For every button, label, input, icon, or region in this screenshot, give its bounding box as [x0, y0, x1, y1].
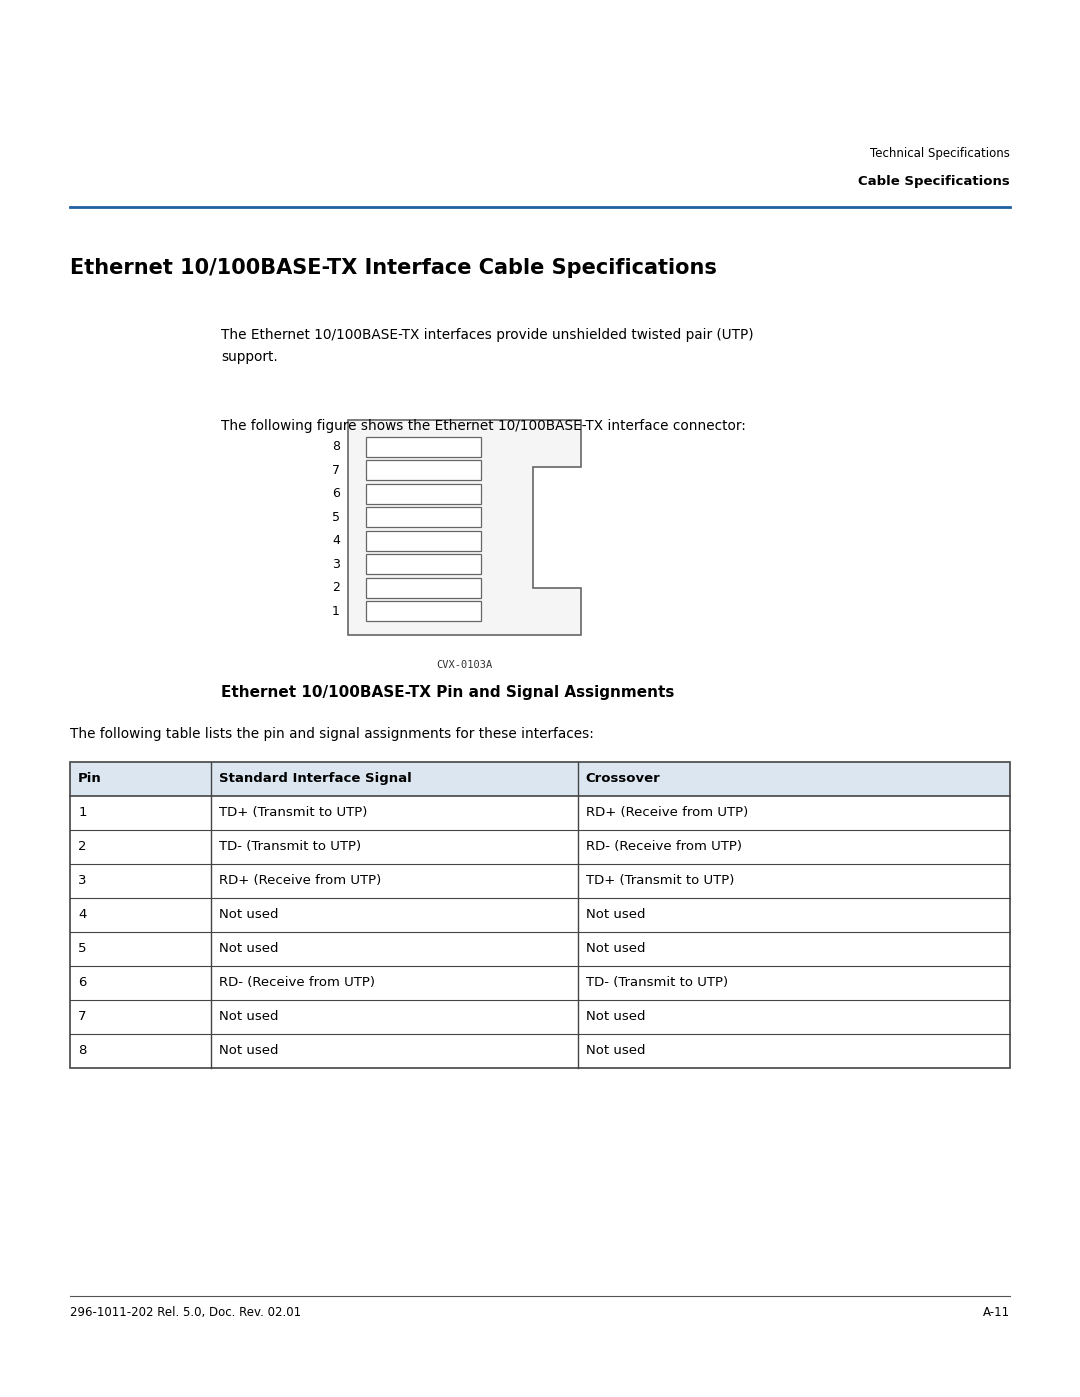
Text: RD+ (Receive from UTP): RD+ (Receive from UTP) — [218, 875, 381, 887]
Text: Not used: Not used — [585, 908, 646, 921]
Text: Standard Interface Signal: Standard Interface Signal — [218, 773, 411, 785]
Text: Not used: Not used — [218, 1044, 279, 1058]
Text: Cable Specifications: Cable Specifications — [858, 175, 1010, 187]
Text: 8: 8 — [78, 1044, 86, 1058]
Bar — [366, 601, 481, 622]
Text: 2: 2 — [78, 840, 86, 854]
Text: CVX-0103A: CVX-0103A — [436, 659, 492, 671]
Text: 7: 7 — [78, 1010, 86, 1023]
Text: 8: 8 — [332, 440, 340, 453]
Text: 3: 3 — [333, 557, 340, 571]
Text: Not used: Not used — [218, 942, 279, 956]
Text: Technical Specifications: Technical Specifications — [869, 147, 1010, 159]
Text: Not used: Not used — [585, 1010, 646, 1023]
Text: Crossover: Crossover — [585, 773, 661, 785]
Text: The following figure shows the Ethernet 10/100BASE-TX interface connector:: The following figure shows the Ethernet … — [221, 419, 746, 433]
Text: 6: 6 — [78, 977, 86, 989]
Text: Not used: Not used — [218, 908, 279, 921]
Text: Ethernet 10/100BASE-TX Interface Cable Specifications: Ethernet 10/100BASE-TX Interface Cable S… — [70, 258, 717, 278]
Text: Pin: Pin — [78, 773, 102, 785]
Bar — [366, 507, 481, 527]
Polygon shape — [348, 420, 581, 636]
Text: The Ethernet 10/100BASE-TX interfaces provide unshielded twisted pair (UTP): The Ethernet 10/100BASE-TX interfaces pr… — [221, 328, 754, 342]
Bar — [366, 460, 481, 481]
Text: 5: 5 — [78, 942, 86, 956]
Text: TD- (Transmit to UTP): TD- (Transmit to UTP) — [585, 977, 728, 989]
Text: A-11: A-11 — [983, 1306, 1010, 1319]
Bar — [366, 531, 481, 550]
Text: The following table lists the pin and signal assignments for these interfaces:: The following table lists the pin and si… — [70, 726, 594, 740]
Text: RD- (Receive from UTP): RD- (Receive from UTP) — [218, 977, 375, 989]
Text: Not used: Not used — [218, 1010, 279, 1023]
Bar — [366, 483, 481, 504]
Bar — [70, 761, 1010, 795]
Bar — [366, 578, 481, 598]
Text: TD+ (Transmit to UTP): TD+ (Transmit to UTP) — [585, 875, 734, 887]
Bar — [366, 555, 481, 574]
Text: 5: 5 — [332, 511, 340, 524]
Text: RD+ (Receive from UTP): RD+ (Receive from UTP) — [585, 806, 748, 819]
Bar — [366, 437, 481, 457]
Text: Ethernet 10/100BASE-TX Pin and Signal Assignments: Ethernet 10/100BASE-TX Pin and Signal As… — [221, 685, 675, 700]
Text: 296-1011-202 Rel. 5.0, Doc. Rev. 02.01: 296-1011-202 Rel. 5.0, Doc. Rev. 02.01 — [70, 1306, 301, 1319]
Text: support.: support. — [221, 351, 279, 365]
Text: TD+ (Transmit to UTP): TD+ (Transmit to UTP) — [218, 806, 367, 819]
Text: 7: 7 — [332, 464, 340, 476]
Text: 6: 6 — [333, 488, 340, 500]
Text: Not used: Not used — [585, 942, 646, 956]
Text: 4: 4 — [333, 534, 340, 548]
Text: 4: 4 — [78, 908, 86, 921]
Text: RD- (Receive from UTP): RD- (Receive from UTP) — [585, 840, 742, 854]
Text: 1: 1 — [333, 605, 340, 617]
Text: 2: 2 — [333, 581, 340, 594]
Bar — [70, 761, 1010, 1067]
Text: 1: 1 — [78, 806, 86, 819]
Text: TD- (Transmit to UTP): TD- (Transmit to UTP) — [218, 840, 361, 854]
Text: Not used: Not used — [585, 1044, 646, 1058]
Text: 3: 3 — [78, 875, 86, 887]
